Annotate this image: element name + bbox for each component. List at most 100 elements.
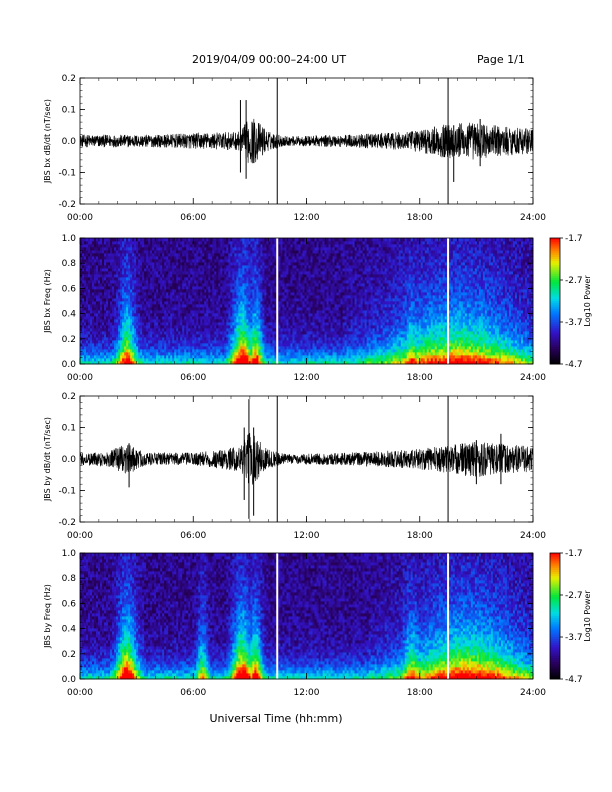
spectrogram-cell [112,274,115,278]
spectrogram-cell [120,313,123,317]
spectrogram-cell [174,268,177,272]
spectrogram-cell [86,277,89,281]
spectrogram-cell [170,313,173,317]
spectrogram-cell [152,259,155,263]
spectrogram-cell [156,277,159,281]
spectrogram-cell [90,283,93,287]
spectrogram-cell [98,271,101,275]
spectrogram-cell [128,352,131,356]
spectrogram-cell [132,256,135,260]
spectrogram-cell [120,241,123,245]
spectrogram-cell [142,361,145,365]
spectrogram-cell [160,286,163,290]
spectrogram-cell [174,301,177,305]
spectrogram-cell [180,277,183,281]
spectrogram-cell [96,274,99,278]
spectrogram-cell [80,334,83,338]
spectrogram-cell [170,316,173,320]
spectrogram-cell [134,262,137,266]
spectrogram-cell [82,256,85,260]
spectrogram-cell [112,271,115,275]
spectrogram-cell [98,250,101,254]
spectrogram-cell [82,310,85,314]
spectrogram-cell [88,319,91,323]
spectrogram-cell [138,271,141,275]
spectrogram-cell [110,283,113,287]
spectrogram-cell [178,241,181,245]
spectrogram-cell [122,358,125,362]
spectrogram-cell [104,250,107,254]
spectrogram-cell [124,241,127,245]
spectrogram-cell [164,355,167,359]
spectrogram-cell [170,247,173,251]
y-tick-label: 0.1 [62,106,76,116]
spectrogram-cell [182,352,185,356]
spectrogram-cell [134,298,137,302]
spectrogram-cell [116,277,119,281]
spectrogram-cell [150,244,153,248]
spectrogram-cell [166,241,169,245]
spectrogram-cell [86,322,89,326]
spectrogram-cell [148,289,151,293]
spectrogram-cell [118,244,121,248]
spectrogram-cell [88,310,91,314]
spectrogram-cell [120,340,123,344]
spectrogram-cell [94,256,97,260]
spectrogram-cell [134,295,137,299]
spectrogram-cell [156,352,159,356]
spectrogram-cell [86,283,89,287]
spectrogram-cell [118,262,121,266]
spectrogram-cell [92,256,95,260]
spectrogram-cell [96,310,99,314]
spectrogram-cell [106,355,109,359]
spectrogram-cell [110,313,113,317]
spectrogram-cell [172,244,175,248]
spectrogram-cell [168,361,171,365]
spectrogram-cell [138,358,141,362]
spectrogram-cell [136,262,139,266]
spectrogram-cell [118,316,121,320]
spectrogram-cell [154,244,157,248]
spectrogram-cell [90,331,93,335]
spectrogram-cell [168,301,171,305]
spectrogram-cell [160,310,163,314]
spectrogram-cell [142,301,145,305]
spectrogram-cell [116,343,119,347]
spectrogram-cell [146,265,149,269]
spectrogram-cell [154,289,157,293]
spectrogram-cell [102,331,105,335]
spectrogram-cell [176,256,179,260]
spectrogram-cell [92,352,95,356]
spectrogram-cell [120,322,123,326]
spectrogram-cell [170,349,173,353]
spectrogram-cell [158,322,161,326]
spectrogram-cell [98,247,101,251]
spectrogram-cell [158,361,161,365]
spectrogram-cell [148,304,151,308]
spectrogram-cell [166,355,169,359]
spectrogram-cell [156,256,159,260]
spectrogram-cell [178,331,181,335]
spectrogram-cell [92,301,95,305]
spectrogram-cell [138,343,141,347]
spectrogram-cell [96,304,99,308]
spectrogram-cell [114,325,117,329]
spectrogram-cell [110,352,113,356]
spectrogram-cell [112,244,115,248]
spectrogram-cell [148,244,151,248]
spectrogram-cell [158,337,161,341]
spectrogram-cell [114,283,117,287]
spectrogram-cell [152,316,155,320]
spectrogram-cell [136,319,139,323]
spectrogram-cell [124,274,127,278]
spectrogram-cell [134,265,137,269]
spectrogram-cell [102,322,105,326]
spectrogram-cell [100,259,103,263]
spectrogram-cell [116,271,119,275]
spectrogram-cell [166,352,169,356]
spectrogram-cell [150,310,153,314]
spectrogram-cell [146,346,149,350]
spectrogram-cell [176,358,179,362]
spectrogram-cell [134,286,137,290]
spectrogram-cell [164,325,167,329]
